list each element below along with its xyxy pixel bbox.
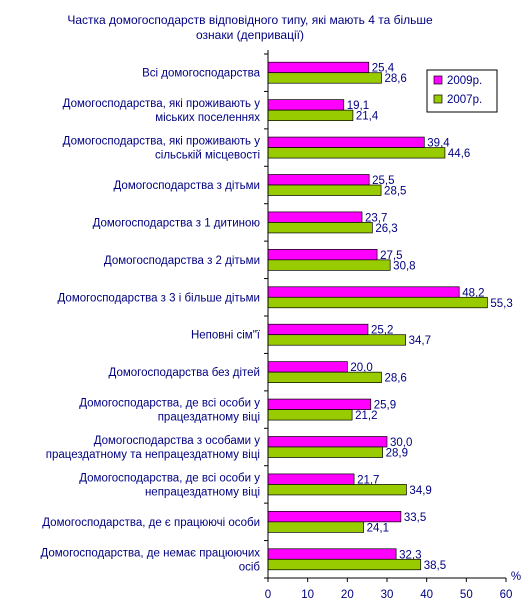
data-label: 28,5 xyxy=(384,186,406,198)
data-label: 34,7 xyxy=(409,335,431,347)
bar-2007р. xyxy=(267,371,382,383)
bar-2009р. xyxy=(267,136,425,148)
data-label: 23,7 xyxy=(365,212,387,224)
category-label: Домогосподарства з дітьми xyxy=(114,180,261,192)
category-label: Домогосподарства, де є працюючі особи xyxy=(42,517,260,529)
data-label: 44,6 xyxy=(448,148,470,160)
bar-2007р. xyxy=(267,296,488,309)
x-axis: 0 10 20 30 40 50 60% xyxy=(264,50,521,601)
category-label: осіб xyxy=(239,561,261,573)
category-labels: Всі домогосподарства Домогосподарства, як… xyxy=(40,68,260,574)
bar-2007р. xyxy=(267,521,364,533)
x-tick-label: 20 xyxy=(341,589,354,601)
bar-2007р. xyxy=(267,409,353,421)
x-tick-label: 30 xyxy=(381,589,394,601)
data-label: 26,3 xyxy=(375,223,397,235)
data-label: 33,5 xyxy=(404,512,426,524)
data-label: 34,9 xyxy=(409,485,431,497)
bar-2009р. xyxy=(267,436,388,448)
bar-2009р. xyxy=(267,473,355,485)
category-label: працездатному та непрацездатному віці xyxy=(46,449,260,461)
bar-2007р. xyxy=(267,446,383,458)
data-label: 21,4 xyxy=(356,111,379,123)
bar-2007р. xyxy=(267,184,382,196)
category-label: Всі домогосподарства xyxy=(142,68,261,80)
category-label: сільській місцевості xyxy=(155,150,260,162)
legend-swatch xyxy=(433,75,443,85)
data-label: 39,4 xyxy=(427,138,450,150)
legend: 2009р. 2007р. xyxy=(426,69,498,113)
x-tick-label: 0 xyxy=(265,589,271,601)
data-label: 30,8 xyxy=(393,260,415,272)
data-label: 24,1 xyxy=(367,522,389,534)
data-label: 21,2 xyxy=(355,410,377,422)
category-label: працездатному віці xyxy=(158,412,260,424)
bar-2009р. xyxy=(267,99,345,111)
category-label: Неповні сім"ї xyxy=(191,330,261,342)
data-label: 28,6 xyxy=(384,373,406,385)
category-label: непрацездатному віці xyxy=(145,486,260,498)
data-label: 20,0 xyxy=(350,362,372,374)
data-label: 30,0 xyxy=(390,437,412,449)
legend-swatch xyxy=(433,94,443,104)
data-label: 32,3 xyxy=(399,549,421,561)
bar-2009р. xyxy=(267,211,363,223)
chart-title-line: ознаки (депривації) xyxy=(196,28,304,42)
data-label: 28,6 xyxy=(384,73,406,85)
bar-2007р. xyxy=(267,334,406,346)
bar-2009р. xyxy=(267,511,402,523)
x-unit-label: % xyxy=(511,571,521,583)
data-label: 55,3 xyxy=(490,298,512,310)
category-label: Домогосподарства без дітей xyxy=(109,367,260,379)
category-label: Домогосподарства, де всі особи у xyxy=(79,398,260,410)
category-label: Домогосподарства з 3 і більше дітьми xyxy=(58,292,261,304)
data-label: 27,5 xyxy=(380,250,402,262)
bar-2007р. xyxy=(267,147,446,159)
bar-2009р. xyxy=(267,174,370,186)
legend-label: 2009р. xyxy=(447,75,482,87)
bar-2009р. xyxy=(267,548,397,560)
category-label: міських поселеннях xyxy=(155,112,260,124)
data-label: 19,1 xyxy=(347,100,369,112)
bar-2009р. xyxy=(267,249,378,261)
data-label: 25,5 xyxy=(372,175,394,187)
data-label: 38,5 xyxy=(424,560,446,572)
category-label: Домогосподарства, які проживають у xyxy=(63,98,261,110)
x-tick-label: 60 xyxy=(500,589,513,601)
bar-2009р. xyxy=(267,61,370,74)
bar-2007р. xyxy=(267,259,391,271)
category-label: Домогосподарства, де немає працюючих xyxy=(40,547,260,559)
category-label: Домогосподарства, де всі особи у xyxy=(79,472,260,484)
category-label: Домогосподарства з особами у xyxy=(94,435,261,447)
chart-title: Частка домогосподарств відповідного типу… xyxy=(67,13,433,42)
bar-2007р. xyxy=(267,72,382,84)
category-label: Домогосподарства, які проживають у xyxy=(63,136,261,148)
x-tick-label: 50 xyxy=(460,589,473,601)
bar-2009р. xyxy=(267,286,460,298)
data-label: 28,9 xyxy=(386,448,408,460)
x-tick-label: 40 xyxy=(420,589,433,601)
chart-title-line: Частка домогосподарств відповідного типу… xyxy=(67,13,433,27)
data-label: 48,2 xyxy=(462,287,484,299)
bars-group: 25,428,619,121,439,444,625,528,523,726,3… xyxy=(267,61,513,572)
category-label: Домогосподарства з 2 дітьми xyxy=(104,255,260,267)
data-label: 25,4 xyxy=(372,63,395,75)
data-label: 25,9 xyxy=(374,400,396,412)
category-label: Домогосподарства з 1 дитиною xyxy=(93,217,261,229)
data-label: 25,2 xyxy=(371,325,393,337)
bar-2009р. xyxy=(267,398,372,410)
legend-label: 2007р. xyxy=(447,94,482,106)
data-label: 21,7 xyxy=(357,474,379,486)
bar-2007р. xyxy=(267,484,407,496)
x-tick-label: 10 xyxy=(301,589,314,601)
bar-2009р. xyxy=(267,323,369,336)
bar-2007р. xyxy=(267,558,422,571)
bar-2009р. xyxy=(267,361,348,373)
bar-2007р. xyxy=(267,222,373,234)
bar-2007р. xyxy=(267,109,354,121)
